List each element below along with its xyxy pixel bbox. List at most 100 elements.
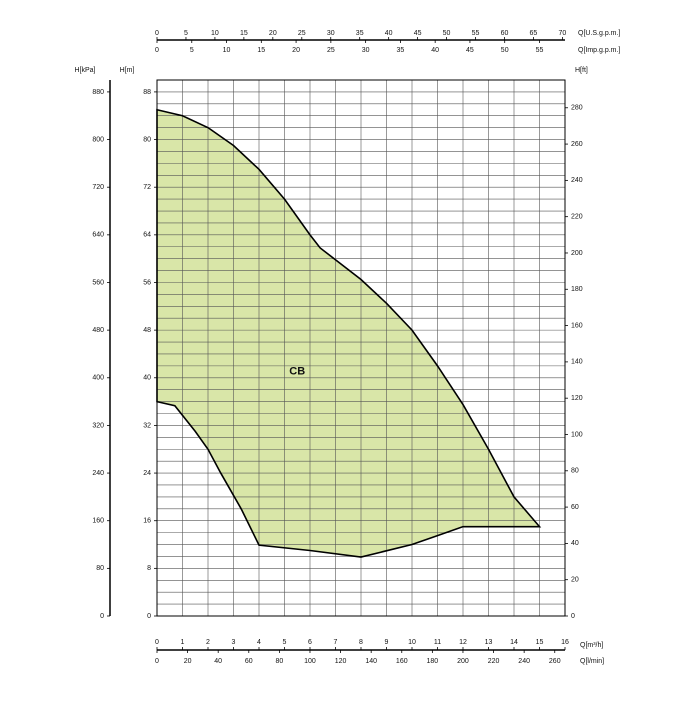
- x-tick-label: 10: [408, 639, 416, 646]
- y-tick-label: 56: [143, 279, 151, 286]
- y-tick-label: 64: [143, 232, 151, 239]
- x2-tick-label: 65: [530, 30, 538, 37]
- x-tick-label: 2: [206, 639, 210, 646]
- x2-tick-label: 35: [396, 47, 404, 54]
- x-tick-label: 6: [308, 639, 312, 646]
- y-tick-label: 48: [143, 327, 151, 334]
- y3-tick-label: 140: [571, 359, 583, 366]
- x-tick-label: 8: [359, 639, 363, 646]
- x2-tick-label: 15: [240, 30, 248, 37]
- x2-tick-label: 60: [501, 30, 509, 37]
- y3-tick-label: 260: [571, 141, 583, 148]
- x-tick-label: 7: [334, 639, 338, 646]
- x-axis-label: Q[m³/h]: [580, 642, 603, 649]
- x2-tick-label: 10: [211, 30, 219, 37]
- x3-tick-label: 20: [184, 658, 192, 665]
- y3-tick-label: 20: [571, 577, 579, 584]
- y-tick-label: 8: [147, 565, 151, 572]
- x3-tick-label: 240: [518, 658, 530, 665]
- y3-tick-label: 280: [571, 105, 583, 112]
- x2-tick-label: 55: [472, 30, 480, 37]
- x3-tick-label: 120: [335, 658, 347, 665]
- x2-axis-label: Q[Imp.g.p.m.]: [578, 47, 620, 54]
- x3-tick-label: 180: [427, 658, 439, 665]
- x2-tick-label: 40: [431, 47, 439, 54]
- y-tick-label: 40: [143, 375, 151, 382]
- y-axis-label: H[m]: [120, 67, 135, 74]
- x2-tick-label: 25: [298, 30, 306, 37]
- x2-tick-label: 45: [414, 30, 422, 37]
- x2-tick-label: 35: [356, 30, 364, 37]
- y-tick-label: 32: [143, 422, 151, 429]
- x-tick-label: 16: [561, 639, 569, 646]
- operating-range-outline: [156, 108, 542, 558]
- x3-tick-label: 140: [365, 658, 377, 665]
- y-tick-label: 16: [143, 518, 151, 525]
- x2-tick-label: 0: [155, 30, 159, 37]
- y-tick-label: 24: [143, 470, 151, 477]
- y-tick-label: 80: [143, 136, 151, 143]
- y3-tick-label: 160: [571, 322, 583, 329]
- x3-tick-label: 200: [457, 658, 469, 665]
- x2-tick-label: 55: [536, 47, 544, 54]
- x3-tick-label: 160: [396, 658, 408, 665]
- x3-tick-label: 260: [549, 658, 561, 665]
- y2-tick-label: 400: [92, 375, 104, 382]
- y2-tick-label: 880: [92, 89, 104, 96]
- x2-tick-label: 45: [466, 47, 474, 54]
- x3-tick-label: 60: [245, 658, 253, 665]
- y3-tick-label: 80: [571, 468, 579, 475]
- y2-tick-label: 240: [92, 470, 104, 477]
- annotation: CB: [289, 366, 305, 378]
- x-tick-label: 3: [232, 639, 236, 646]
- y3-tick-label: 100: [571, 431, 583, 438]
- x3-tick-label: 0: [155, 658, 159, 665]
- x2-tick-label: 50: [443, 30, 451, 37]
- y2-tick-label: 640: [92, 232, 104, 239]
- x2-axis-label: Q[U.S.g.p.m.]: [578, 30, 620, 37]
- x2-tick-label: 5: [190, 47, 194, 54]
- x2-tick-label: 10: [223, 47, 231, 54]
- x2-tick-label: 15: [257, 47, 265, 54]
- y2-tick-label: 320: [92, 422, 104, 429]
- x-tick-label: 0: [155, 639, 159, 646]
- x3-tick-label: 220: [488, 658, 500, 665]
- x2-tick-label: 5: [184, 30, 188, 37]
- x3-tick-label: 80: [275, 658, 283, 665]
- y-tick-label: 0: [147, 613, 151, 620]
- x2-tick-label: 70: [558, 30, 566, 37]
- x2-tick-label: 0: [155, 47, 159, 54]
- x2-tick-label: 20: [269, 30, 277, 37]
- x3-axis-label: Q[l/min]: [580, 658, 604, 665]
- x-tick-label: 4: [257, 639, 261, 646]
- x-tick-label: 11: [434, 639, 441, 646]
- y2-axis-label: H[kPa]: [74, 67, 95, 74]
- x2-tick-label: 30: [362, 47, 370, 54]
- y3-tick-label: 40: [571, 540, 579, 547]
- x-tick-label: 14: [510, 639, 518, 646]
- y-tick-label: 88: [143, 89, 151, 96]
- x2-tick-label: 20: [292, 47, 300, 54]
- x2-tick-label: 40: [385, 30, 393, 37]
- y2-tick-label: 560: [92, 279, 104, 286]
- y3-tick-label: 220: [571, 214, 583, 221]
- x2-tick-label: 30: [327, 30, 335, 37]
- y2-tick-label: 160: [92, 518, 104, 525]
- x-tick-label: 5: [283, 639, 287, 646]
- y3-tick-label: 60: [571, 504, 579, 511]
- y2-tick-label: 80: [96, 565, 104, 572]
- x-tick-label: 13: [485, 639, 493, 646]
- x-tick-label: 15: [536, 639, 544, 646]
- y2-tick-label: 800: [92, 136, 104, 143]
- y-tick-label: 72: [143, 184, 151, 191]
- x-tick-label: 9: [385, 639, 389, 646]
- y3-tick-label: 0: [571, 613, 575, 620]
- y3-tick-label: 120: [571, 395, 583, 402]
- y3-tick-label: 200: [571, 250, 583, 257]
- x3-tick-label: 40: [214, 658, 222, 665]
- y3-axis-label: H[ft]: [575, 67, 588, 74]
- x3-tick-label: 100: [304, 658, 316, 665]
- plot-frame: [156, 79, 566, 617]
- x2-tick-label: 25: [327, 47, 335, 54]
